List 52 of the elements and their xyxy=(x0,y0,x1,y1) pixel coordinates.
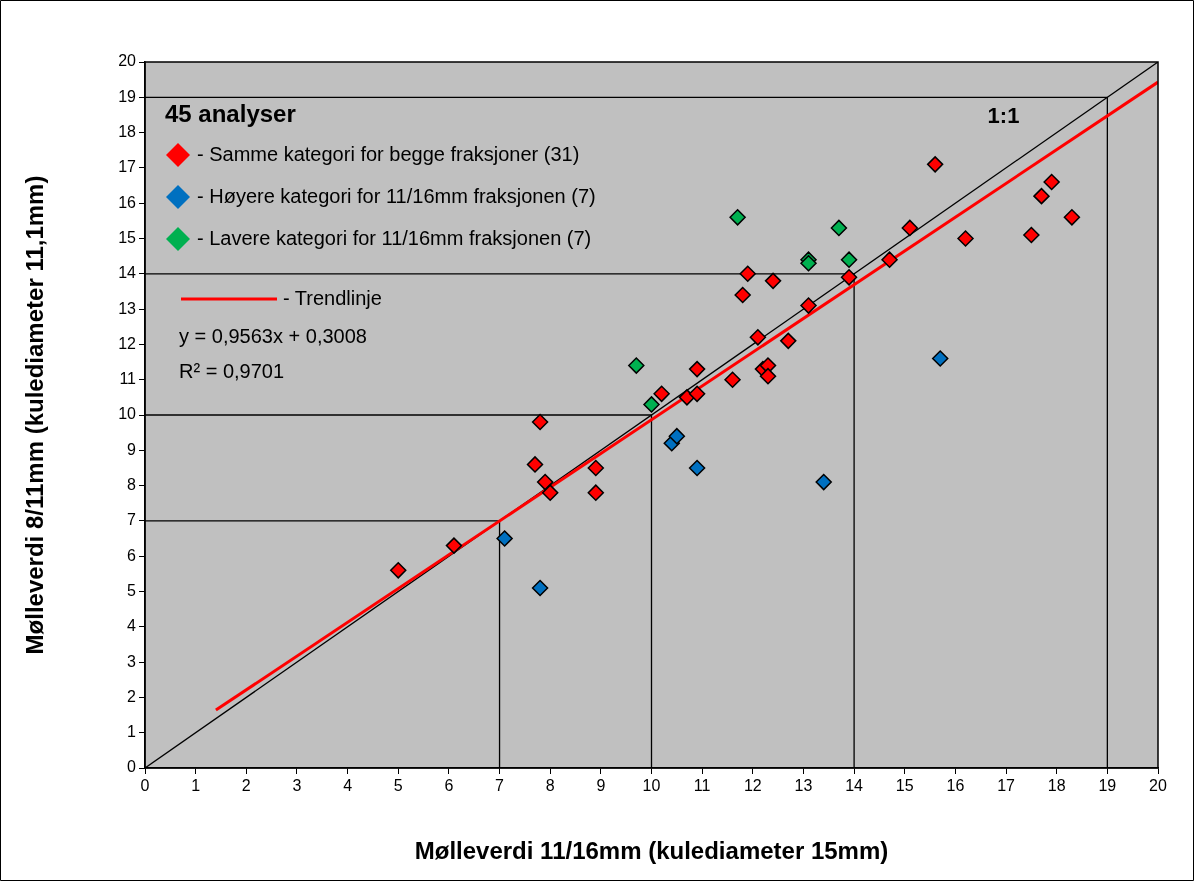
y-tick-label: 19 xyxy=(118,87,137,105)
x-tick-label: 5 xyxy=(393,777,403,795)
x-tick-label: 16 xyxy=(946,777,965,795)
y-tick-label: 2 xyxy=(127,687,137,705)
y-tick-label: 17 xyxy=(118,158,137,176)
y-tick-label: 0 xyxy=(127,758,137,776)
x-tick-label: 10 xyxy=(642,777,661,795)
y-tick-label: 8 xyxy=(127,476,137,494)
x-tick-label: 8 xyxy=(545,777,555,795)
legend-label: - Trendlinje xyxy=(283,286,382,309)
x-tick-label: 17 xyxy=(997,777,1016,795)
y-tick-label: 11 xyxy=(119,370,137,388)
legend-label: - Høyere kategori for 11/16mm fraksjonen (7) xyxy=(197,184,596,207)
y-tick-label: 14 xyxy=(118,264,137,282)
y-tick-label: 6 xyxy=(127,546,137,564)
legend-label: - Lavere kategori for 11/16mm fraksjonen (7) xyxy=(197,226,592,249)
x-tick-label: 12 xyxy=(743,777,762,795)
y-tick-label: 15 xyxy=(118,228,137,246)
y-tick-label: 18 xyxy=(118,123,137,141)
x-tick-label: 14 xyxy=(845,777,864,795)
annotation: 1:1 xyxy=(987,103,1020,129)
y-tick-label: 4 xyxy=(127,617,137,635)
y-tick-label: 16 xyxy=(118,193,137,211)
x-tick-label: 18 xyxy=(1047,777,1066,795)
x-tick-label: 20 xyxy=(1149,777,1167,795)
x-tick-label: 13 xyxy=(794,777,813,795)
x-tick-label: 11 xyxy=(693,777,711,795)
y-tick-label: 1 xyxy=(127,723,137,741)
x-tick-label: 19 xyxy=(1098,777,1117,795)
x-tick-label: 3 xyxy=(292,777,302,795)
y-tick-label: 5 xyxy=(127,581,137,599)
x-tick-label: 15 xyxy=(895,777,914,795)
x-tick-label: 0 xyxy=(140,777,150,795)
annotation: y = 0,9563x + 0,3008 xyxy=(179,324,367,347)
y-tick-label: 13 xyxy=(118,299,137,317)
x-tick-label: 9 xyxy=(596,777,606,795)
legend-label: - Samme kategori for begge fraksjoner (31) xyxy=(197,142,580,165)
y-tick-label: 10 xyxy=(118,405,137,423)
y-tick-label: 7 xyxy=(127,511,137,529)
x-axis-title: Mølleverdi 11/16mm (kulediameter 15mm) xyxy=(414,837,889,865)
x-tick-label: 2 xyxy=(241,777,251,795)
legend-title: 45 analyser xyxy=(165,99,296,127)
annotation: R² = 0,9701 xyxy=(179,359,285,382)
x-tick-label: 6 xyxy=(444,777,454,795)
x-tick-label: 4 xyxy=(343,777,353,795)
y-tick-label: 3 xyxy=(127,652,137,670)
y-tick-label: 9 xyxy=(127,440,137,458)
x-tick-label: 1 xyxy=(191,777,201,795)
y-tick-label: 12 xyxy=(118,334,137,352)
y-axis-title: Mølleverdi 8/11mm (kulediameter 11,1mm) xyxy=(21,175,49,655)
y-tick-label: 20 xyxy=(118,52,137,70)
x-tick-label: 7 xyxy=(495,777,505,795)
